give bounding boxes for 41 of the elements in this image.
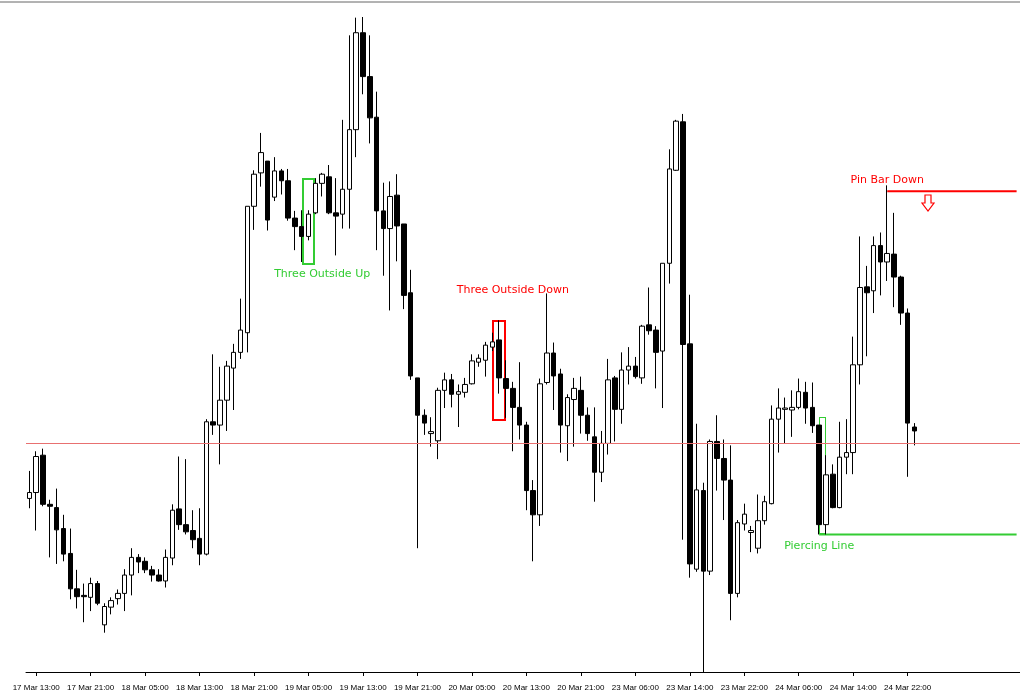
candlestick bbox=[306, 209, 311, 241]
candlestick bbox=[415, 377, 420, 549]
candlestick bbox=[483, 341, 488, 378]
x-tick-label: 24 Mar 22:00 bbox=[884, 682, 932, 692]
annotation: Three Outside Down bbox=[456, 282, 569, 296]
candlestick bbox=[626, 346, 631, 385]
candlestick bbox=[61, 514, 66, 562]
candlestick bbox=[272, 156, 277, 202]
candlestick bbox=[592, 406, 597, 503]
x-tick-label: 19 Mar 13:00 bbox=[339, 682, 388, 692]
candlestick bbox=[95, 580, 100, 606]
candlestick bbox=[912, 422, 917, 446]
x-tick-label: 20 Mar 21:00 bbox=[557, 682, 605, 692]
candlestick bbox=[558, 368, 563, 454]
x-tick-label: 23 Mar 14:00 bbox=[666, 682, 714, 692]
candlestick bbox=[803, 381, 808, 425]
annotation: Three Outside Up bbox=[274, 266, 371, 280]
x-tick-label: 24 Mar 14:00 bbox=[829, 682, 878, 692]
candlestick bbox=[129, 547, 134, 596]
candlestick bbox=[422, 408, 427, 436]
candlestick bbox=[769, 404, 774, 505]
x-tick-label: 17 Mar 21:00 bbox=[67, 682, 115, 692]
candlestick bbox=[238, 298, 243, 360]
x-tick-label: 18 Mar 05:00 bbox=[121, 682, 170, 692]
x-tick-label: 18 Mar 13:00 bbox=[176, 682, 224, 692]
candlestick bbox=[742, 503, 747, 532]
series-label: Pin Bar Down bbox=[850, 173, 924, 187]
x-tick-label: 23 Mar 06:00 bbox=[611, 682, 660, 692]
x-tick-label: 20 Mar 13:00 bbox=[502, 682, 551, 692]
candlestick bbox=[599, 430, 604, 483]
x-tick-label: 24 Mar 06:00 bbox=[775, 682, 823, 692]
x-tick-label: 17 Mar 13:00 bbox=[12, 682, 61, 692]
x-tick-label: 19 Mar 21:00 bbox=[393, 682, 442, 692]
candlestick bbox=[449, 373, 454, 408]
candlestick bbox=[54, 488, 59, 565]
candlestick bbox=[735, 519, 740, 598]
x-tick-label: 23 Mar 22:00 bbox=[720, 682, 769, 692]
x-tick-label: 20 Mar 05:00 bbox=[448, 682, 497, 692]
x-tick-label: 18 Mar 21:00 bbox=[230, 682, 279, 692]
x-tick-label: 19 Mar 05:00 bbox=[284, 682, 333, 692]
series-label: Piercing Line bbox=[784, 539, 855, 553]
